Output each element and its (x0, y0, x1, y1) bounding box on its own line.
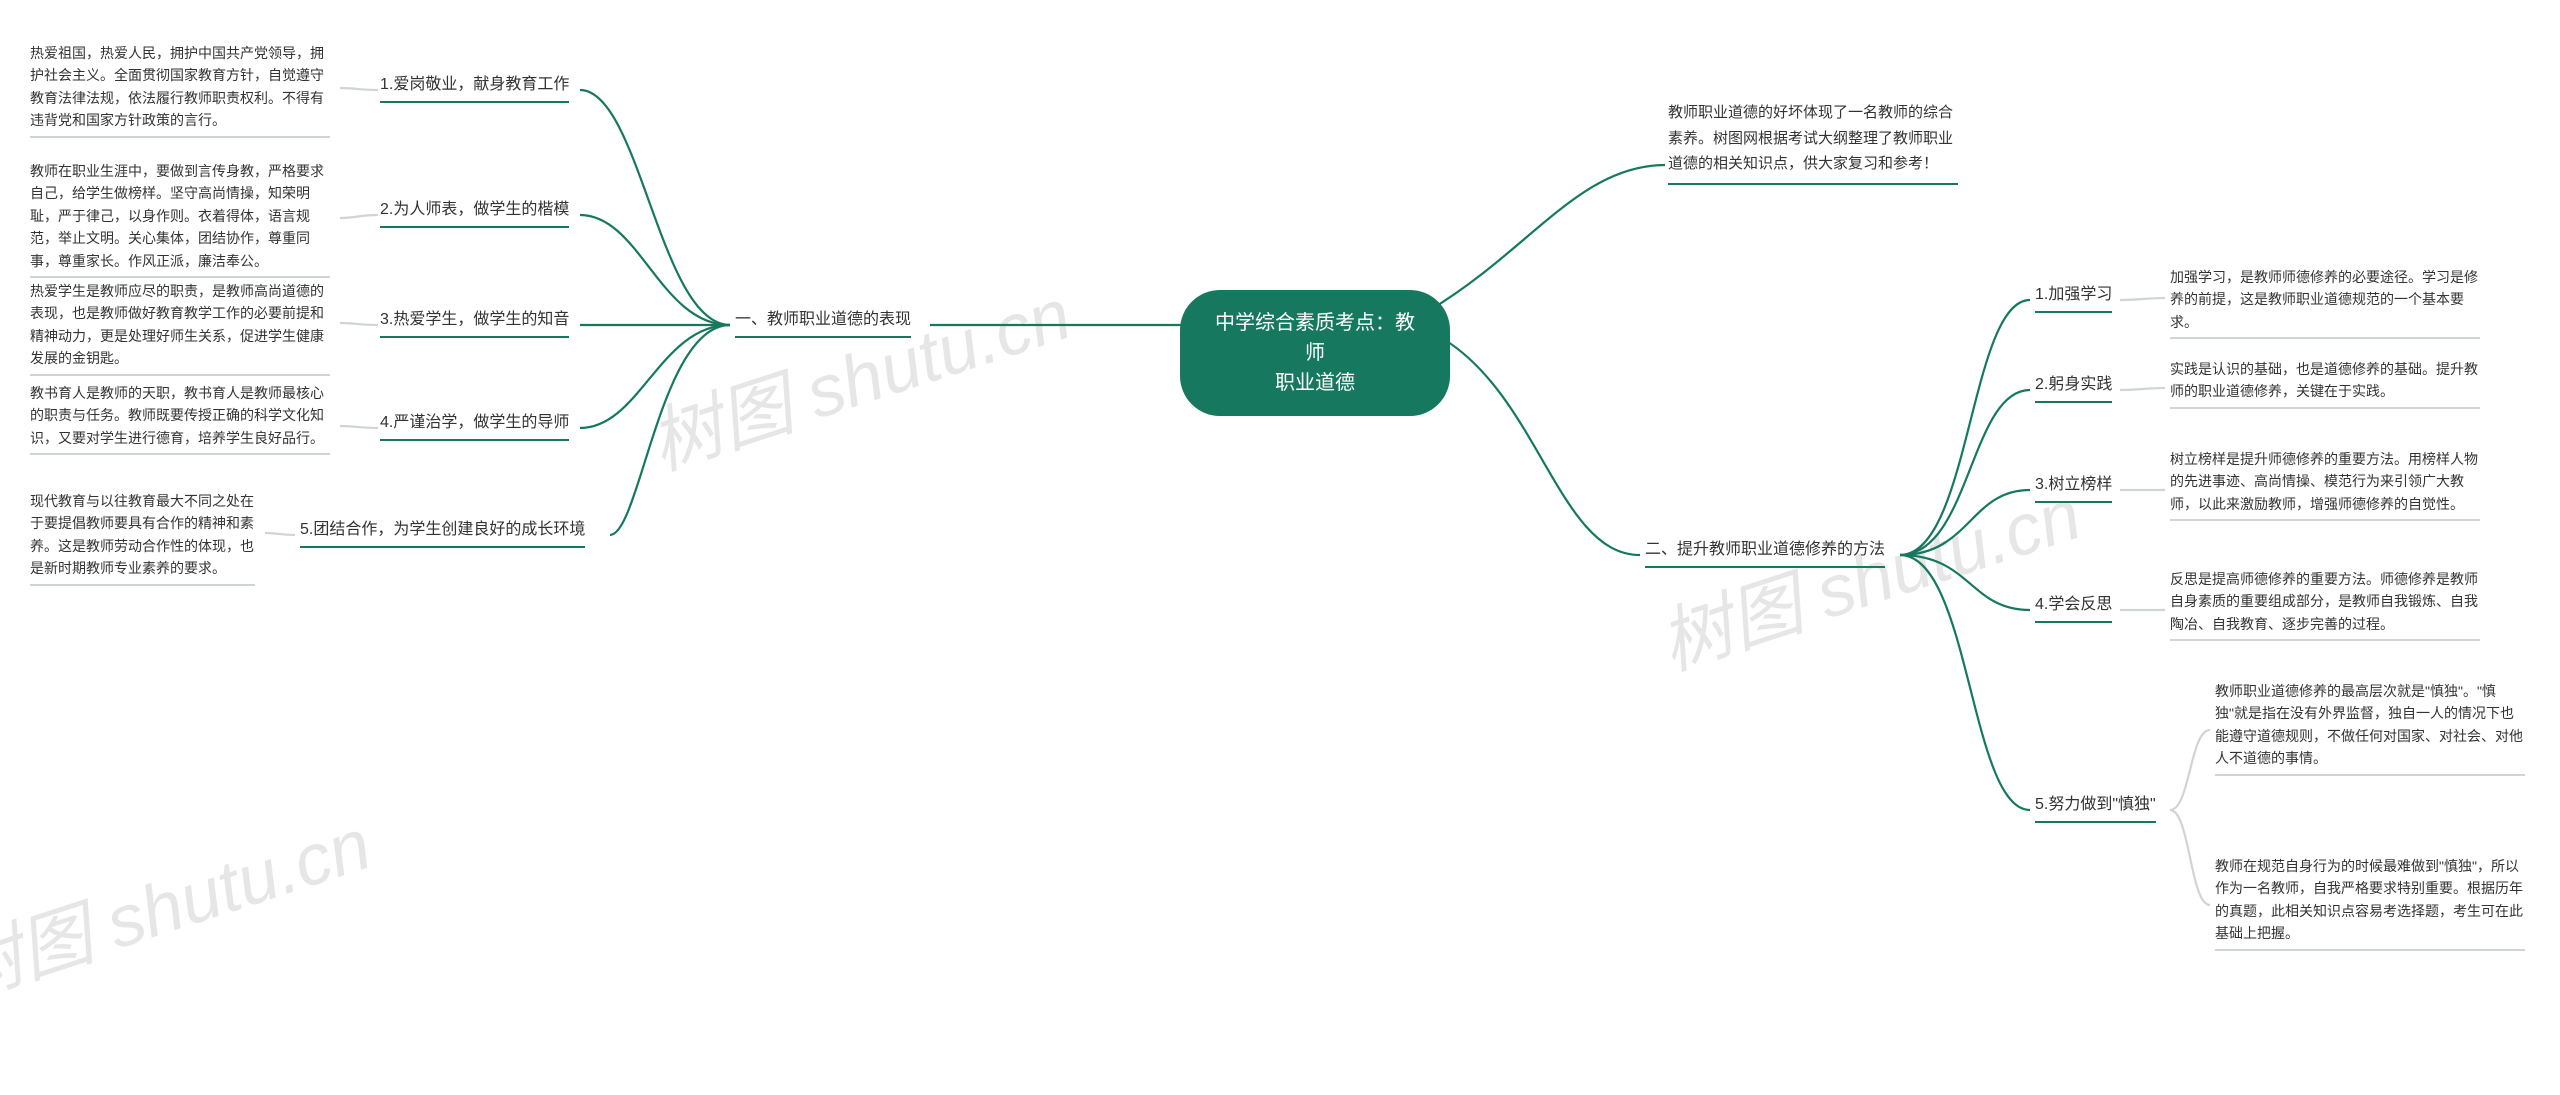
watermark: 树图 shutu.cn (1644, 455, 2091, 690)
left-detail-4: 教书育人是教师的天职，教书育人是教师最核心的职责与任务。教师既要传授正确的科学文… (30, 382, 330, 455)
center-node: 中学综合素质考点：教师 职业道德 (1180, 290, 1450, 416)
intro-text: 教师职业道德的好坏体现了一名教师的综合素养。树图网根据考试大纲整理了教师职业道德… (1668, 100, 1958, 185)
left-branch-title: 一、教师职业道德的表现 (735, 308, 911, 338)
left-item-1: 1.爱岗敬业，献身教育工作 (380, 73, 569, 103)
right-item-2: 2.躬身实践 (2035, 373, 2112, 403)
right-item-1: 1.加强学习 (2035, 283, 2112, 313)
right-detail-3: 树立榜样是提升师德修养的重要方法。用榜样人物的先进事迹、高尚情操、模范行为来引领… (2170, 448, 2480, 521)
mindmap-canvas: 树图 shutu.cn 树图 shutu.cn 树图 shutu.cn (0, 0, 2560, 1095)
right-item-3: 3.树立榜样 (2035, 473, 2112, 503)
right-item-5: 5.努力做到"慎独" (2035, 793, 2156, 823)
left-detail-5: 现代教育与以往教育最大不同之处在于要提倡教师要具有合作的精神和素养。这是教师劳动… (30, 490, 255, 586)
left-detail-3: 热爱学生是教师应尽的职责，是教师高尚道德的表现，也是教师做好教育教学工作的必要前… (30, 280, 330, 376)
center-line2: 职业道德 (1210, 368, 1420, 398)
left-item-3: 3.热爱学生，做学生的知音 (380, 308, 569, 338)
right-detail-2: 实践是认识的基础，也是道德修养的基础。提升教师的职业道德修养，关键在于实践。 (2170, 358, 2480, 409)
right-item-4: 4.学会反思 (2035, 593, 2112, 623)
left-item-5: 5.团结合作，为学生创建良好的成长环境 (300, 518, 585, 548)
watermark: 树图 shutu.cn (634, 255, 1081, 490)
left-detail-1: 热爱祖国，热爱人民，拥护中国共产党领导，拥护社会主义。全面贯彻国家教育方针，自觉… (30, 42, 330, 138)
right-detail-5a: 教师职业道德修养的最高层次就是"慎独"。"慎独"就是指在没有外界监督，独自一人的… (2215, 680, 2525, 776)
left-item-2: 2.为人师表，做学生的楷模 (380, 198, 569, 228)
left-detail-2: 教师在职业生涯中，要做到言传身教，严格要求自己，给学生做榜样。坚守高尚情操，知荣… (30, 160, 330, 278)
left-item-4: 4.严谨治学，做学生的导师 (380, 411, 569, 441)
right-detail-1: 加强学习，是教师师德修养的必要途径。学习是修养的前提，这是教师职业道德规范的一个… (2170, 266, 2480, 339)
center-line1: 中学综合素质考点：教师 (1210, 308, 1420, 368)
watermark: 树图 shutu.cn (0, 785, 382, 1020)
right-detail-4: 反思是提高师德修养的重要方法。师德修养是教师自身素质的重要组成部分，是教师自我锻… (2170, 568, 2480, 641)
right-branch-title: 二、提升教师职业道德修养的方法 (1645, 538, 1885, 568)
right-detail-5b: 教师在规范自身行为的时候最难做到"慎独"，所以作为一名教师，自我严格要求特别重要… (2215, 855, 2525, 951)
